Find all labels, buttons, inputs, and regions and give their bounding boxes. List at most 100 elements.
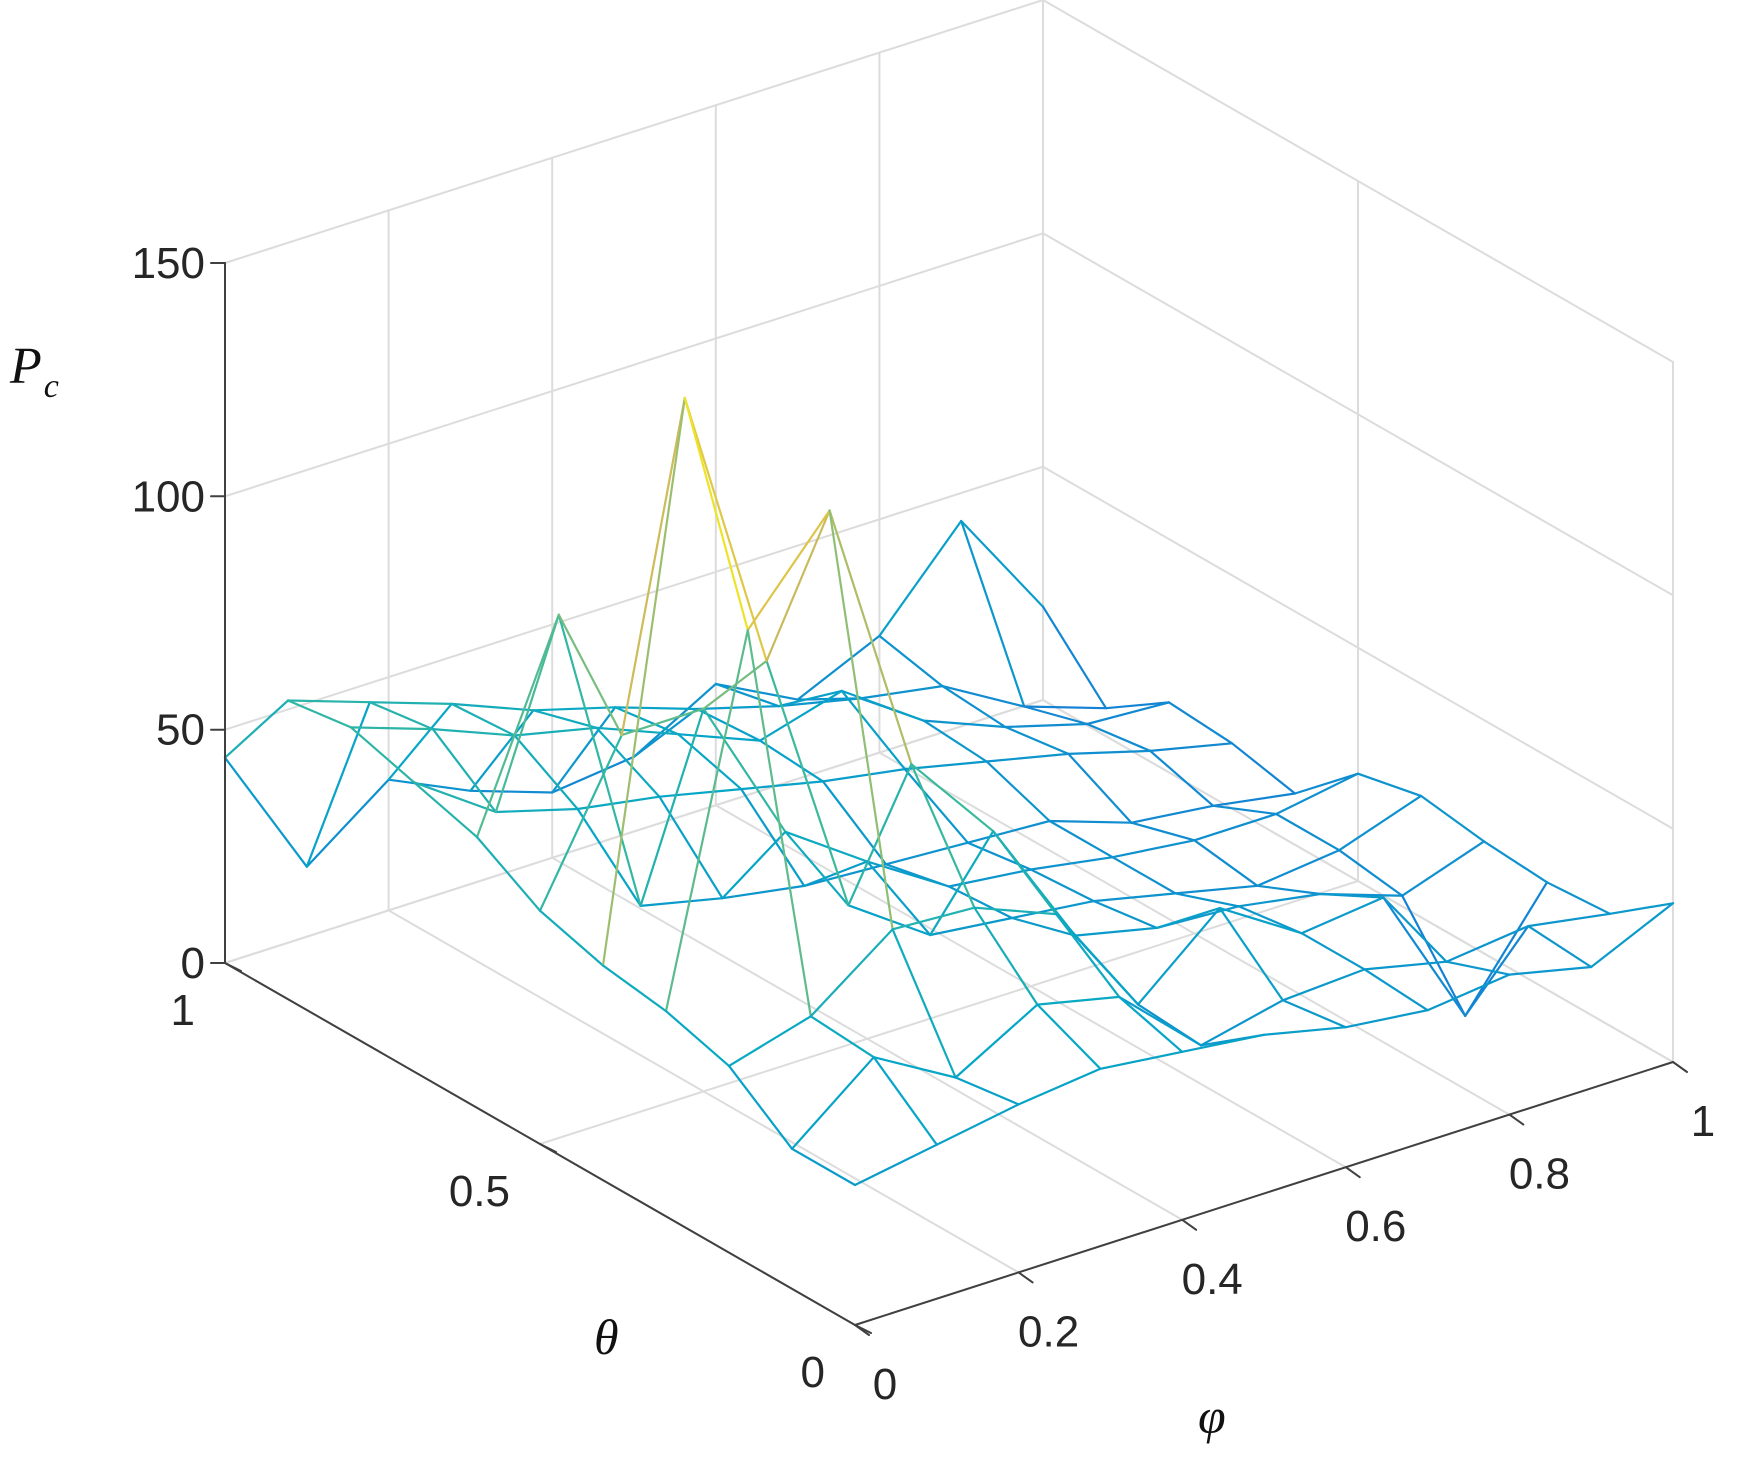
phi-tick-label: 1: [1691, 1097, 1715, 1146]
mesh-edge: [1590, 902, 1675, 969]
mesh-edge: [840, 689, 906, 771]
mesh-edge: [1104, 701, 1171, 710]
mesh-edge: [1055, 912, 1121, 999]
mesh-edge: [576, 807, 642, 908]
mesh-edge: [859, 684, 944, 700]
mesh-edge: [746, 509, 831, 632]
mesh-edge: [513, 726, 598, 737]
mesh-edge: [601, 964, 668, 1013]
mesh-edge: [664, 628, 749, 1013]
mesh-edge: [349, 726, 416, 784]
mesh-edge: [941, 684, 1007, 729]
mesh-edge: [532, 709, 598, 729]
mesh-edge: [1237, 905, 1303, 935]
grid-line: [224, 699, 1044, 964]
mesh-edge: [1256, 849, 1341, 887]
mesh-edge: [910, 763, 976, 909]
mesh-edge: [639, 707, 705, 908]
mesh-edge: [1086, 701, 1171, 726]
mesh-edge: [1111, 839, 1196, 859]
mesh-edge: [891, 928, 957, 1079]
mesh-edge: [985, 760, 1051, 823]
mesh-edge: [1130, 821, 1196, 842]
mesh-edge: [809, 1015, 875, 1059]
mesh-edge: [973, 906, 1039, 1006]
mesh-edge: [494, 613, 560, 814]
mesh-edge: [286, 699, 371, 704]
mesh-edge: [1218, 906, 1303, 935]
mesh-edge: [1382, 896, 1467, 1018]
phi-tick: [1344, 1166, 1361, 1179]
mesh-edge: [412, 781, 497, 814]
mesh-edge: [758, 689, 843, 742]
mesh-edge: [1230, 742, 1297, 795]
mesh-edge: [973, 906, 1058, 916]
mesh-edge: [223, 699, 290, 759]
mesh-edge: [714, 682, 799, 701]
mesh-edge: [557, 613, 623, 737]
mesh-edge: [903, 767, 969, 844]
mesh-edge: [1149, 749, 1215, 807]
mesh-edge: [1382, 896, 1448, 963]
mesh-edge: [658, 787, 743, 798]
mesh-edge: [1004, 722, 1089, 729]
mesh-edge: [821, 767, 906, 783]
mesh-edge: [557, 613, 642, 908]
mesh-edge: [1419, 794, 1486, 843]
axes-grid: [224, 0, 1674, 1326]
mesh-edge: [576, 795, 661, 811]
grid-line: [224, 465, 1044, 731]
mesh-edge: [639, 897, 724, 908]
mesh-edge: [828, 509, 894, 931]
mesh-edge: [954, 1076, 1020, 1106]
mesh-edge: [954, 1003, 1039, 1079]
mesh-edge: [727, 1015, 812, 1068]
grid-line: [1042, 0, 1674, 363]
mesh-edge: [1073, 926, 1158, 937]
mesh-edge: [1608, 902, 1675, 915]
grid-line: [224, 0, 1044, 264]
mesh-edge: [1004, 725, 1070, 756]
grid-line: [1042, 232, 1674, 597]
mesh-edge: [727, 1064, 794, 1150]
mesh-edge: [941, 684, 1026, 708]
mesh-edge: [305, 701, 371, 868]
mesh-edge: [790, 1056, 875, 1150]
mesh-edge: [714, 682, 780, 708]
z-tick-label: 50: [156, 706, 205, 755]
mesh-edge: [1508, 965, 1593, 976]
z-tick-label: 150: [132, 239, 205, 288]
mesh-edge: [538, 909, 605, 967]
phi-tick: [1672, 1061, 1688, 1073]
axes-frame: [210, 262, 1688, 1336]
mesh-edge: [828, 509, 913, 766]
mesh-edge: [740, 780, 825, 791]
mesh-edge: [1445, 960, 1511, 976]
mesh-edge: [1048, 819, 1114, 859]
mesh-edge: [1401, 840, 1486, 897]
mesh-edge: [620, 396, 686, 737]
mesh-edge: [1363, 960, 1448, 971]
y-axis-label: θ: [594, 1309, 619, 1365]
mesh-edge: [1167, 701, 1234, 745]
theta-tick: [224, 962, 242, 972]
mesh-edge: [538, 733, 623, 912]
mesh-edge: [1181, 1033, 1266, 1053]
theta-tick-label: 1: [171, 986, 195, 1035]
mesh-edge: [1118, 995, 1203, 1047]
mesh-edge: [891, 906, 976, 931]
phi-tick: [854, 1324, 870, 1336]
mesh-edge: [1275, 772, 1360, 816]
mesh-edge: [809, 928, 894, 1018]
mesh-edge: [695, 704, 780, 711]
phi-tick-label: 0.4: [1182, 1255, 1243, 1304]
mesh-edge: [513, 734, 579, 811]
mesh-edge: [1017, 1067, 1102, 1106]
mesh-edge: [1023, 705, 1089, 726]
theta-tick-label: 0.5: [449, 1167, 510, 1216]
x-axis-label: φ: [1198, 1388, 1226, 1444]
mesh-edge: [1130, 804, 1215, 824]
mesh-edge: [992, 830, 1058, 916]
mesh-edge: [1029, 868, 1095, 903]
mesh-edge: [960, 519, 1026, 708]
